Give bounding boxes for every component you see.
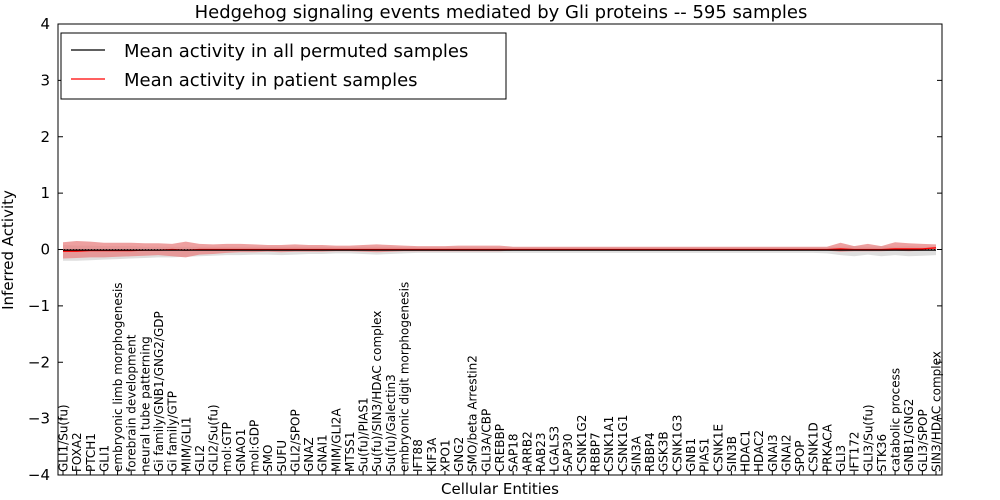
x-tick-label: GNG2 bbox=[452, 437, 466, 472]
x-tick-label: ARRB2 bbox=[520, 431, 534, 472]
x-tick-label: GNB1/GNG2 bbox=[902, 399, 916, 472]
x-tick-label: forebrain development bbox=[125, 334, 139, 472]
x-tick-label: MIM/GLI1 bbox=[179, 417, 193, 472]
x-tick-label: SIN3B bbox=[725, 436, 739, 472]
x-tick-label: IFT172 bbox=[848, 432, 862, 472]
y-tick-label: 0 bbox=[40, 241, 50, 259]
x-tick-label: GLI2/Su(fu) bbox=[207, 404, 221, 472]
x-tick-label: GNAZ bbox=[302, 437, 316, 472]
x-tick-label: mol:GTP bbox=[220, 422, 234, 472]
x-tick-label: LGALS3 bbox=[548, 426, 562, 472]
x-tick-label: MIM/GLI2A bbox=[329, 408, 343, 472]
x-tick-label: IFT88 bbox=[411, 439, 425, 472]
x-axis: GLI1/Su(fu) FOXA2 PTCH1 GLI1 embryonic limb … bbox=[57, 282, 944, 475]
x-tick-label: RBBP7 bbox=[589, 432, 603, 472]
x-tick-label: Su(fu)/SIN3/HDAC complex bbox=[370, 311, 384, 472]
series-lines bbox=[58, 247, 942, 252]
x-tick-label: CSNK1G1 bbox=[616, 415, 630, 472]
x-axis-label: Cellular Entities bbox=[441, 480, 559, 498]
x-tick-label: MTSS1 bbox=[343, 431, 357, 472]
x-tick-label: embryonic digit morphogenesis bbox=[398, 282, 412, 472]
x-tick-label: GLI3 bbox=[834, 445, 848, 472]
x-tick-label: Gi family/GTP bbox=[166, 391, 180, 472]
x-tick-label: Su(fu)/Galectin3 bbox=[384, 374, 398, 472]
chart-title: Hedgehog signaling events mediated by Gl… bbox=[195, 2, 808, 23]
x-tick-label: SAP18 bbox=[507, 433, 521, 472]
legend-label-patient: Mean activity in patient samples bbox=[124, 70, 418, 91]
y-tick-label: −4 bbox=[28, 466, 50, 484]
confidence-bands bbox=[63, 241, 936, 261]
y-tick-label: 3 bbox=[40, 71, 50, 89]
legend-box bbox=[60, 32, 507, 100]
x-tick-label: mol:GDP bbox=[248, 420, 262, 472]
x-tick-label: GLI3/SPOP bbox=[916, 409, 930, 472]
x-tick-label: SPOP bbox=[793, 440, 807, 472]
x-tick-label: SIN3/HDAC complex bbox=[930, 351, 944, 472]
x-tick-label: embryonic limb morphogenesis bbox=[111, 282, 125, 472]
x-tick-label: Gi family/GNB1/GNG2/GDP bbox=[152, 311, 166, 472]
y-tick-label: −3 bbox=[28, 410, 50, 428]
x-tick-label: neural tube patterning bbox=[138, 336, 152, 472]
x-tick-label: CSNK1D bbox=[807, 422, 821, 472]
x-tick-label: SUFU bbox=[275, 440, 289, 472]
x-tick-label: PTCH1 bbox=[84, 433, 98, 472]
x-tick-label: GNAO1 bbox=[234, 429, 248, 472]
x-tick-label: GLI1/Su(fu) bbox=[57, 404, 71, 472]
x-tick-label: STK36 bbox=[875, 434, 889, 472]
x-tick-label: GSK3B bbox=[657, 431, 671, 472]
x-tick-label: XPO1 bbox=[438, 439, 452, 472]
x-tick-label: CSNK1E bbox=[711, 424, 725, 472]
x-tick-label: RAB23 bbox=[534, 432, 548, 472]
x-tick-label: GNAI1 bbox=[316, 434, 330, 472]
x-tick-label: GLI3A/CBP bbox=[479, 409, 493, 472]
x-tick-label: FOXA2 bbox=[70, 432, 84, 472]
y-tick-label: 2 bbox=[40, 128, 50, 146]
y-tick-label: 1 bbox=[40, 184, 50, 202]
x-tick-label: CREBBP bbox=[493, 424, 507, 472]
x-tick-label: catabolic process bbox=[889, 368, 903, 472]
x-tick-label: RBBP4 bbox=[643, 432, 657, 472]
x-tick-label: CSNK1G2 bbox=[575, 415, 589, 472]
x-tick-label: SAP30 bbox=[561, 433, 575, 472]
x-tick-label: GLI1 bbox=[97, 445, 111, 472]
x-tick-label: GLI2 bbox=[193, 445, 207, 472]
y-tick-label: −2 bbox=[28, 353, 50, 371]
x-tick-label: SIN3A bbox=[629, 435, 643, 472]
legend: Mean activity in all permuted samples Me… bbox=[60, 32, 507, 100]
x-tick-label: SMO bbox=[261, 445, 275, 472]
x-tick-label: CSNK1A1 bbox=[602, 416, 616, 472]
x-tick-label: KIF3A bbox=[425, 437, 439, 472]
y-tick-label: −1 bbox=[28, 297, 50, 315]
x-tick-label: PIAS1 bbox=[698, 438, 712, 472]
x-tick-label: CSNK1G3 bbox=[670, 415, 684, 472]
x-tick-label: GNAI3 bbox=[766, 434, 780, 472]
legend-label-permuted: Mean activity in all permuted samples bbox=[124, 41, 468, 62]
x-tick-label: Su(fu)/PIAS1 bbox=[357, 397, 371, 472]
x-tick-label: PRKACA bbox=[820, 423, 834, 472]
y-tick-label: 4 bbox=[40, 15, 50, 33]
y-axis: −4 −3 −2 −1 0 1 2 3 4 bbox=[28, 15, 942, 484]
x-tick-label: SMO/beta Arrestin2 bbox=[466, 355, 480, 472]
y-axis-label: Inferred Activity bbox=[0, 190, 17, 310]
x-tick-label: GLI3/Su(fu) bbox=[861, 404, 875, 472]
x-tick-label: GNAI2 bbox=[780, 434, 794, 472]
x-tick-label: HDAC1 bbox=[739, 430, 753, 472]
x-tick-label: HDAC2 bbox=[752, 430, 766, 472]
x-tick-label: GNB1 bbox=[684, 438, 698, 472]
plot-frame bbox=[57, 23, 943, 476]
x-tick-label: GLI2/SPOP bbox=[288, 409, 302, 472]
